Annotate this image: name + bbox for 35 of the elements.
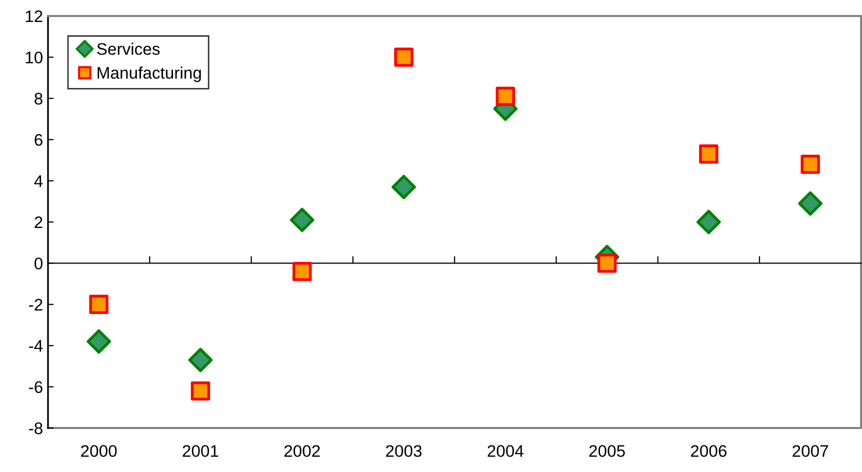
x-tick-label: 2007 <box>792 445 828 457</box>
point <box>86 329 111 354</box>
point <box>597 254 617 273</box>
point <box>696 210 721 234</box>
y-tick-label: -2 <box>29 298 42 310</box>
point <box>392 174 416 200</box>
x-tick-label: 2005 <box>589 445 625 457</box>
y-tick-label: 12 <box>26 10 42 22</box>
x-tick-label: 2004 <box>488 445 524 457</box>
point <box>188 348 213 372</box>
y-tick-label: 0 <box>34 258 42 270</box>
point <box>290 208 314 232</box>
point <box>190 381 210 401</box>
y-tick-label: 6 <box>34 134 42 146</box>
point <box>798 191 822 216</box>
x-tick-label: 2003 <box>386 445 422 457</box>
y-tick-label: 2 <box>34 216 42 228</box>
x-tick-label: 2000 <box>81 445 117 457</box>
x-tick-label: 2001 <box>182 445 218 457</box>
y-tick-label: -4 <box>29 340 43 352</box>
point <box>292 262 312 282</box>
point <box>800 154 820 174</box>
y-tick-label: -8 <box>29 422 42 434</box>
x-tick-label: 2002 <box>284 445 320 457</box>
point <box>89 294 108 314</box>
y-tick-label: -6 <box>29 381 42 394</box>
point <box>699 144 718 164</box>
legend-label: Services <box>97 42 160 55</box>
y-tick-label: 10 <box>26 52 42 64</box>
x-tick-label: 2006 <box>690 445 726 457</box>
legend-label: Manufacturing <box>98 66 201 82</box>
y-tick-label: 8 <box>34 92 42 105</box>
y-tick-label: 4 <box>34 175 43 187</box>
point <box>496 86 515 106</box>
point <box>394 48 414 67</box>
